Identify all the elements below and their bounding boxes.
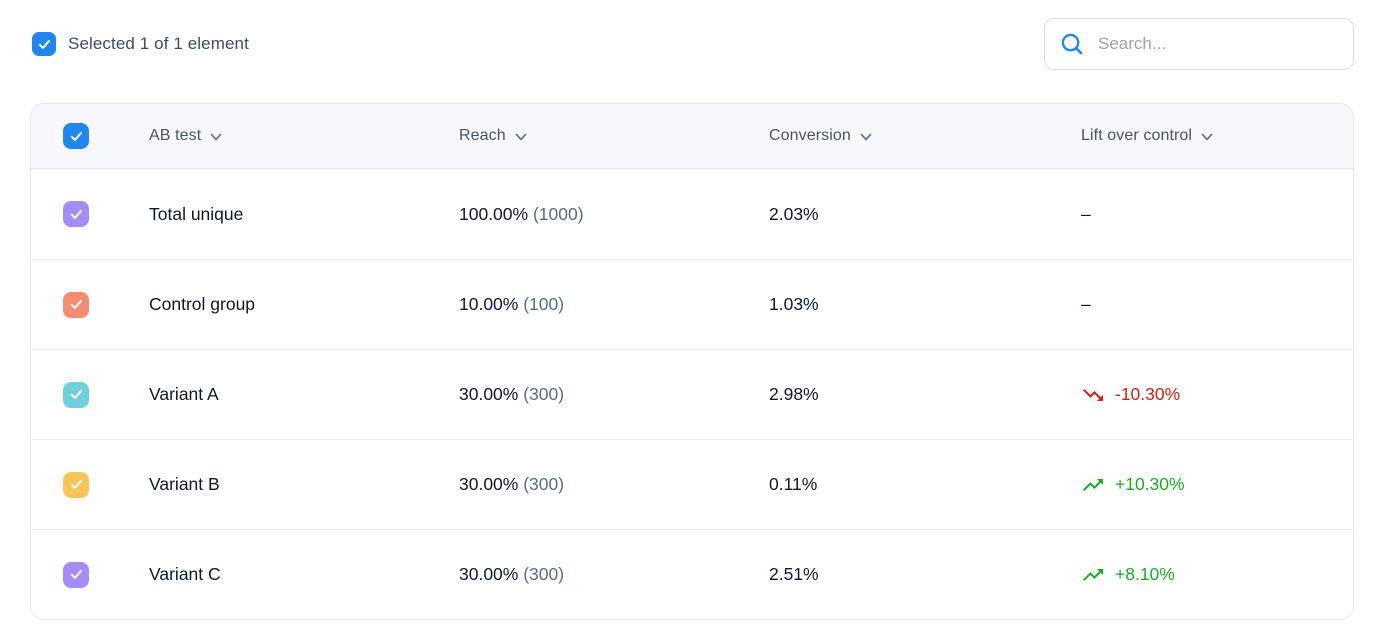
reach-count: (300) (523, 384, 565, 404)
table-row[interactable]: Variant C 30.00% (300) 2.51% +8.10% (31, 529, 1353, 619)
row-name: Total unique (149, 203, 244, 224)
search-input[interactable] (1098, 34, 1339, 54)
table-row[interactable]: Control group 10.00% (100) 1.03% – (31, 259, 1353, 349)
lift-cell: +8.10% (1081, 563, 1353, 587)
selection-summary: Selected 1 of 1 element (32, 32, 249, 56)
reach-cell: 10.00% (100) (459, 294, 769, 315)
reach-count: (1000) (532, 203, 584, 224)
row-name: Variant A (149, 384, 219, 404)
column-header-lift-over-control[interactable]: Lift over control (1081, 127, 1353, 145)
lift-cell: – (1081, 294, 1353, 315)
lift-cell: – (1081, 204, 1353, 225)
topbar: Selected 1 of 1 element (30, 18, 1354, 70)
table-body: Total unique 100.00% (1000) 2.03% – Cont… (31, 169, 1353, 619)
trending-down-icon (1081, 383, 1105, 407)
check-icon (70, 480, 82, 489)
trending-up-icon (1081, 563, 1105, 587)
conversion-cell: 0.11% (769, 474, 818, 494)
reach-percent: 30.00% (459, 474, 519, 494)
table-row[interactable]: Variant A 30.00% (300) 2.98% -10.30% (31, 349, 1353, 439)
reach-count: (300) (523, 564, 565, 584)
lift-value: – (1081, 203, 1091, 224)
reach-cell: 100.00% (1000) (459, 204, 769, 225)
column-header-label: Lift over control (1081, 127, 1193, 144)
trending-up-icon (1081, 473, 1105, 497)
column-header-ab-test[interactable]: AB test (149, 127, 459, 145)
chevron-down-icon (1200, 128, 1214, 144)
row-checkbox[interactable] (63, 561, 89, 588)
reach-percent: 30.00% (459, 564, 519, 584)
row-checkbox[interactable] (63, 471, 89, 498)
check-icon (38, 39, 50, 49)
lift-cell: +10.30% (1081, 473, 1353, 497)
selection-summary-label: Selected 1 of 1 element (68, 34, 249, 53)
conversion-cell: 2.51% (769, 564, 819, 584)
row-checkbox[interactable] (63, 201, 89, 227)
lift-cell: -10.30% (1081, 383, 1353, 407)
row-name: Variant B (149, 474, 220, 494)
row-checkbox[interactable] (63, 381, 89, 408)
reach-cell: 30.00% (300) (459, 564, 769, 585)
chevron-down-icon (209, 128, 223, 144)
reach-count: (300) (523, 474, 565, 494)
select-all-checkbox[interactable] (32, 32, 56, 56)
column-header-label: AB test (149, 127, 202, 144)
conversion-cell: 2.03% (769, 203, 819, 224)
column-header-label: Conversion (769, 127, 851, 144)
reach-count: (100) (523, 294, 565, 314)
lift-value: – (1081, 294, 1091, 314)
reach-percent: 100.00% (459, 203, 529, 224)
column-header-label: Reach (459, 127, 506, 144)
check-icon (70, 570, 82, 579)
page: Selected 1 of 1 element AB (30, 18, 1354, 620)
table-row[interactable]: Total unique 100.00% (1000) 2.03% – (31, 169, 1353, 259)
search-icon (1059, 31, 1086, 58)
chevron-down-icon (859, 128, 873, 144)
reach-percent: 30.00% (459, 384, 519, 404)
conversion-cell: 1.03% (769, 294, 819, 314)
reach-cell: 30.00% (300) (459, 474, 769, 495)
row-name: Variant C (149, 564, 221, 584)
check-icon (70, 390, 82, 399)
column-header-conversion[interactable]: Conversion (769, 127, 1081, 145)
check-icon (70, 131, 82, 141)
header-select-all-checkbox[interactable] (63, 123, 89, 149)
table-row[interactable]: Variant B 30.00% (300) 0.11% +10.30% (31, 439, 1353, 529)
row-checkbox[interactable] (63, 291, 89, 318)
reach-cell: 30.00% (300) (459, 384, 769, 405)
lift-value: -10.30% (1115, 384, 1181, 404)
lift-value: +8.10% (1115, 564, 1175, 584)
check-icon (70, 300, 82, 309)
lift-value: +10.30% (1115, 474, 1185, 494)
table-header-row: AB test Reach Conversion Lift over contr… (31, 104, 1353, 169)
reach-percent: 10.00% (459, 294, 519, 314)
row-name: Control group (149, 294, 256, 314)
search-box[interactable] (1044, 18, 1354, 70)
chevron-down-icon (514, 128, 528, 144)
check-icon (70, 209, 82, 219)
ab-test-table: AB test Reach Conversion Lift over contr… (30, 103, 1354, 620)
conversion-cell: 2.98% (769, 384, 819, 404)
column-header-reach[interactable]: Reach (459, 127, 769, 145)
